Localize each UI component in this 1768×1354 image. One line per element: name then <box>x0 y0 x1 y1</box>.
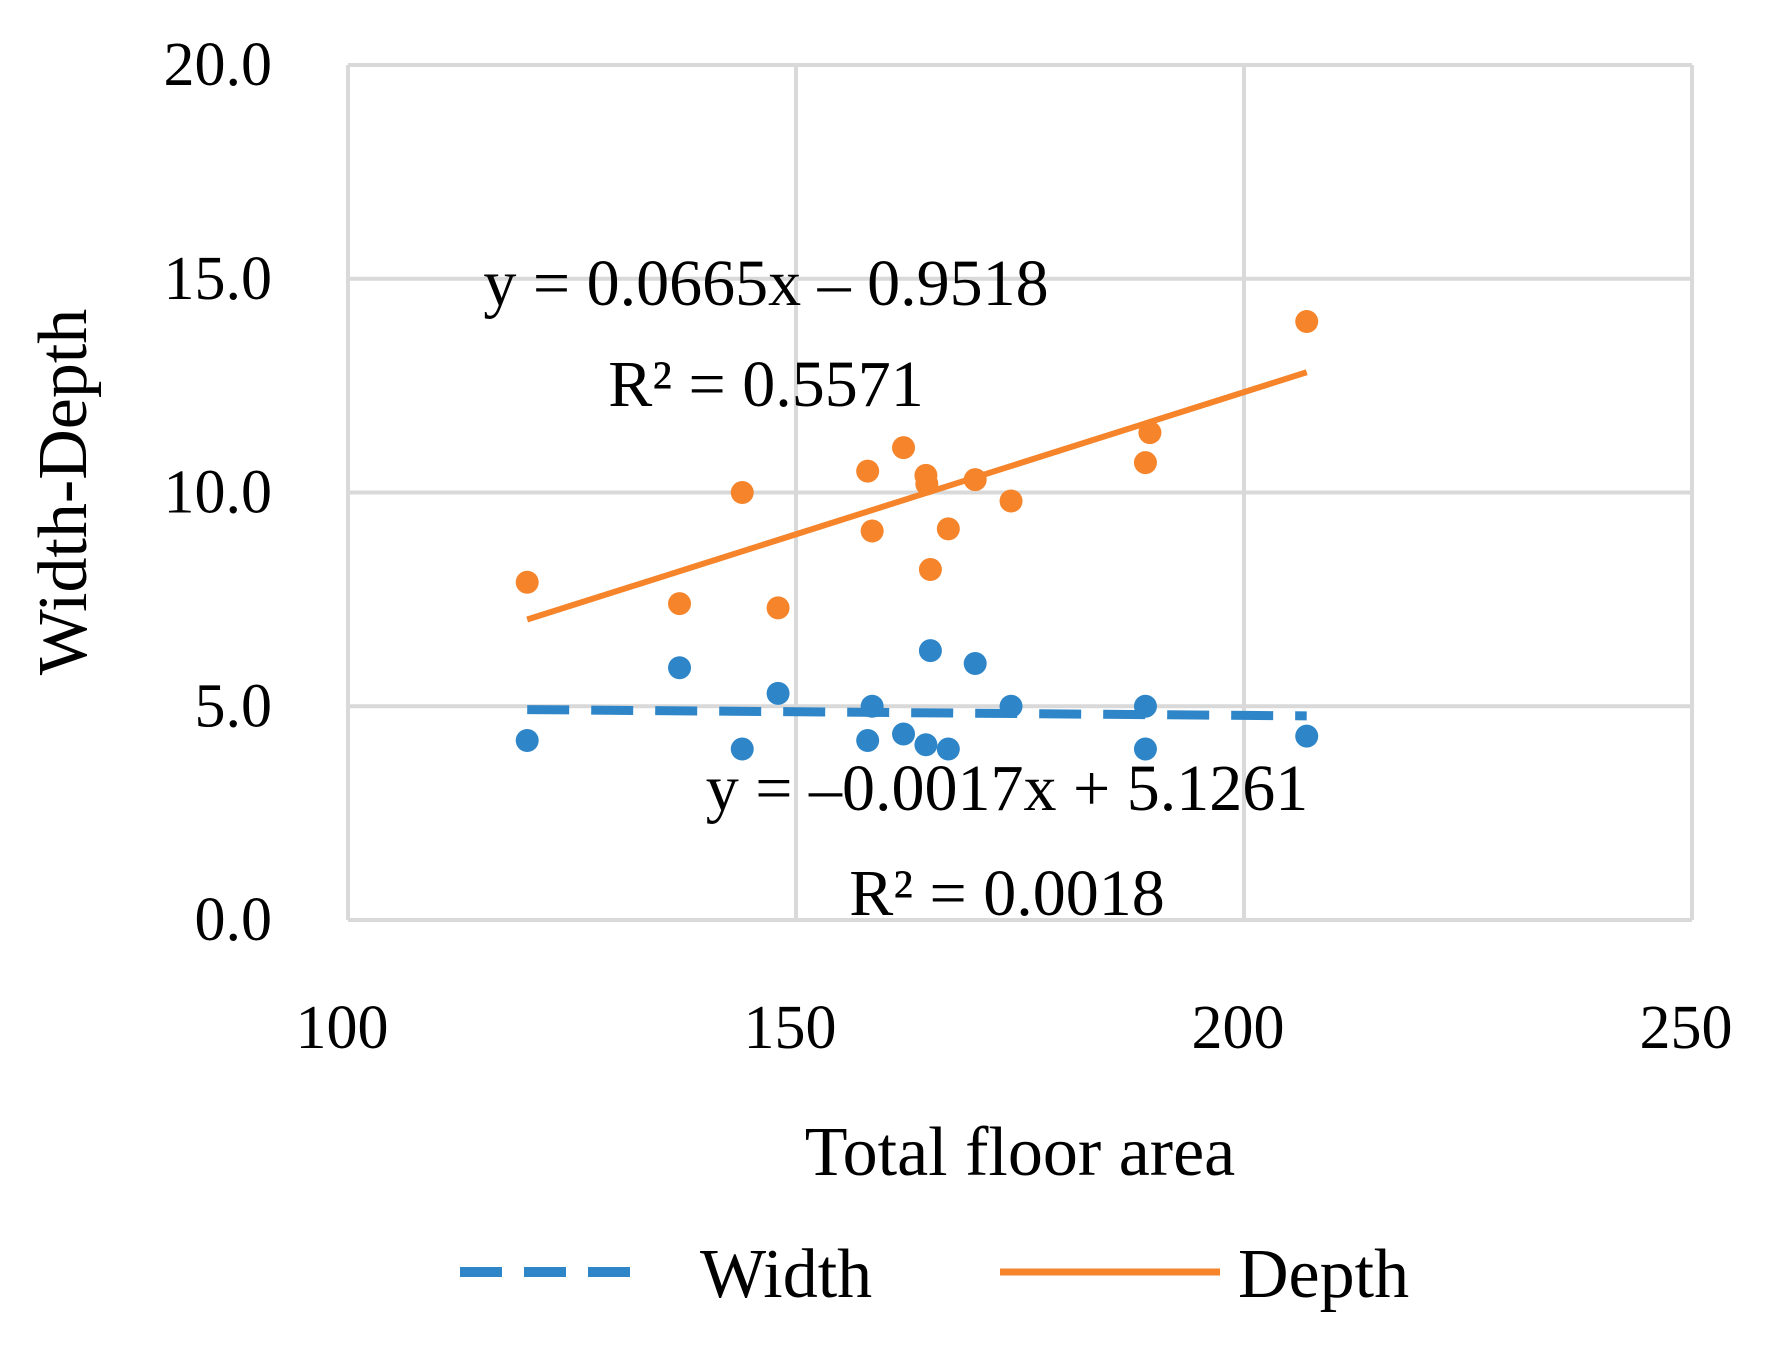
y-axis-title: Width-Depth <box>25 309 102 676</box>
y-tick-label: 0.0 <box>195 886 273 954</box>
depth-point <box>1295 310 1319 333</box>
legend-depth-label: Depth <box>1238 1236 1409 1313</box>
width-point <box>1133 737 1157 761</box>
width-point <box>856 728 880 752</box>
width-trendline <box>527 705 1307 721</box>
width-point <box>668 656 692 680</box>
depth-point <box>860 519 884 543</box>
depth-trendline <box>526 369 1308 623</box>
width-point <box>963 652 987 675</box>
y-tick-label: 15.0 <box>164 245 273 313</box>
y-tick-label: 10.0 <box>164 459 273 527</box>
depth-point <box>999 489 1023 513</box>
width-trend-equation: y = –0.0017x + 5.1261 <box>706 752 1308 825</box>
depth-point <box>918 557 942 581</box>
grid-lines <box>346 63 1694 922</box>
depth-point <box>1133 451 1157 475</box>
depth-point <box>1138 421 1162 445</box>
depth-point <box>668 592 692 616</box>
width-point <box>860 694 884 718</box>
depth-point <box>856 459 880 483</box>
x-tick-label: 100 <box>296 994 389 1062</box>
legend: Width Depth <box>460 1236 1409 1313</box>
width-point <box>515 728 539 752</box>
width-point <box>892 722 916 746</box>
depth-point <box>766 596 790 620</box>
width-point <box>936 737 960 761</box>
depth-point <box>515 570 539 594</box>
width-point <box>918 639 942 663</box>
width-point <box>999 694 1023 718</box>
depth-point <box>892 436 916 460</box>
trendlines <box>526 369 1308 721</box>
width-point <box>730 737 754 761</box>
depth-trend-equation: y = 0.0665x – 0.9518 <box>483 247 1048 320</box>
depth-point <box>915 472 939 496</box>
depth-trend-r-squared: R² = 0.5571 <box>608 348 924 421</box>
depth-point <box>936 517 960 541</box>
width-trend-r-squared: R² = 0.0018 <box>849 857 1165 930</box>
width-point <box>766 681 790 705</box>
width-point <box>1133 694 1157 718</box>
x-tick-label: 150 <box>744 994 837 1062</box>
y-tick-label: 5.0 <box>195 672 273 740</box>
x-axis-title: Total floor area <box>805 1114 1235 1191</box>
legend-width-label: Width <box>700 1236 872 1313</box>
width-point <box>914 733 938 757</box>
y-tick-label: 20.0 <box>164 31 273 99</box>
depth-point <box>963 468 987 492</box>
x-tick-label: 200 <box>1192 994 1285 1062</box>
data-points <box>515 310 1319 761</box>
x-tick-label: 250 <box>1640 994 1733 1062</box>
tick-labels: 0.0 5.0 10.0 15.0 20.0 100 150 200 250 <box>164 31 1733 1062</box>
depth-point <box>730 481 754 504</box>
width-point <box>1295 724 1319 748</box>
